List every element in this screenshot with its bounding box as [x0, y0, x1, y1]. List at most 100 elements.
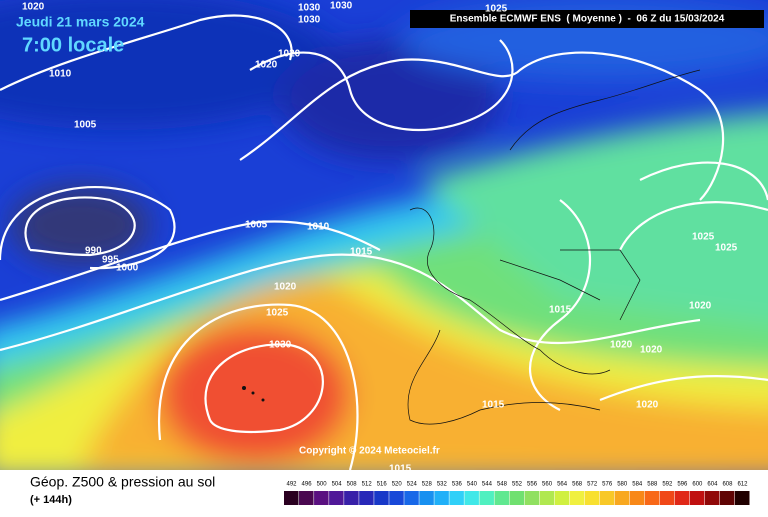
isobar-label: 990: [85, 246, 102, 257]
isobar-label: 1020: [640, 345, 663, 356]
map-field: [0, 0, 768, 470]
scale-label: 496: [302, 482, 313, 488]
scale-swatch: [734, 491, 750, 505]
scale-label: 540: [467, 482, 478, 488]
scale-label: 516: [377, 482, 388, 488]
isobar-label: 1020: [610, 340, 633, 351]
scale-swatch: [329, 491, 344, 505]
coastlines: [407, 69, 701, 425]
isobar-label: 1025: [715, 243, 738, 254]
isobar-label: 1015: [549, 305, 572, 316]
scale-swatch: [629, 491, 645, 505]
scale-label: 600: [692, 482, 703, 488]
scale-swatch: [599, 491, 615, 505]
scale-swatch: [494, 491, 509, 505]
isobar-label: 1025: [692, 232, 715, 243]
lead-time: (+ 144h): [30, 494, 72, 506]
scale-swatch: [704, 491, 720, 505]
isobars: [0, 14, 768, 470]
scale-swatch: [434, 491, 449, 505]
scale-label: 612: [737, 482, 748, 488]
scale-label: 492: [287, 482, 298, 488]
scale-swatch: [509, 491, 525, 505]
scale-swatch: [389, 491, 404, 505]
isobar-label: 1015: [350, 247, 373, 258]
isobar-label: 1010: [49, 69, 72, 80]
scale-swatch: [554, 491, 570, 505]
isobar-label: 1020: [689, 301, 712, 312]
scale-swatch: [374, 491, 389, 505]
local-time: 7:00 locale: [22, 34, 124, 56]
scale-label: 532: [437, 482, 448, 488]
scale-label: 576: [602, 482, 613, 488]
scale-swatch: [314, 491, 329, 505]
isobar-label: 1020: [22, 2, 45, 13]
scale-swatch: [464, 491, 479, 505]
isobar-label: 1005: [74, 120, 97, 131]
scale-label: 556: [527, 482, 538, 488]
scale-swatch: [449, 491, 464, 505]
isobar-label: 1000: [116, 263, 139, 274]
scale-swatch: [719, 491, 735, 505]
scale-swatch: [674, 491, 690, 505]
scale-swatch: [284, 491, 299, 505]
scale-label: 596: [677, 482, 688, 488]
isobar-label: 1020: [636, 400, 659, 411]
scale-swatch: [584, 491, 600, 505]
scale-label: 560: [542, 482, 553, 488]
isobar-label: 1030: [298, 3, 321, 14]
scale-swatch: [344, 491, 359, 505]
isobar-label: 1020: [274, 282, 297, 293]
scale-label: 584: [632, 482, 643, 488]
scale-label: 568: [572, 482, 583, 488]
scale-swatch: [569, 491, 585, 505]
scale-label: 592: [662, 482, 673, 488]
scale-label: 608: [722, 482, 733, 488]
date: Jeudi 21 mars 2024: [16, 14, 145, 30]
scale-label: 528: [422, 482, 433, 488]
copyright: Copyright © 2024 Meteociel.fr: [299, 446, 440, 457]
scale-label: 552: [512, 482, 523, 488]
scale-swatch: [539, 491, 555, 505]
model-info: Ensemble ECMWF ENS ( Moyenne ) - 06 Z du…: [450, 14, 725, 25]
isobar-label: 1010: [307, 222, 330, 233]
scale-label: 572: [587, 482, 598, 488]
isobar-label: 1030: [269, 340, 292, 351]
model-banner: [410, 10, 764, 28]
isobar-label: 1020: [255, 60, 278, 71]
isobar-label: 1025: [266, 308, 289, 319]
footer-title: Géop. Z500 & pression au sol: [30, 474, 215, 490]
scale-swatch: [659, 491, 675, 505]
scale-label: 580: [617, 482, 628, 488]
scale-swatch: [299, 491, 314, 505]
isobar-label: 995: [102, 255, 119, 266]
scale-label: 564: [557, 482, 568, 488]
scale-label: 520: [392, 482, 403, 488]
scale-swatch: [404, 491, 419, 505]
scale-swatch: [614, 491, 630, 505]
scale-label: 604: [707, 482, 718, 488]
scale-label: 512: [362, 482, 373, 488]
scale-label: 500: [317, 482, 328, 488]
isobar-label: 1015: [389, 464, 412, 475]
scale-swatch: [644, 491, 660, 505]
isobar-label: 1030: [330, 1, 353, 12]
scale-label: 544: [482, 482, 493, 488]
scale-swatch: [419, 491, 434, 505]
isobar-label: 1030: [298, 15, 321, 26]
color-scale: 492 496 500 504 508 512 516 520 524 528 532 536 540 5…: [284, 482, 750, 505]
scale-label: 508: [347, 482, 358, 488]
isobar-label: 1015: [482, 400, 505, 411]
isobar-label: 1025: [485, 4, 508, 15]
scale-label: 524: [407, 482, 418, 488]
scale-swatch: [359, 491, 374, 505]
scale-swatch: [524, 491, 540, 505]
scale-swatch: [689, 491, 705, 505]
islands: [242, 386, 265, 402]
scale-label: 504: [332, 482, 343, 488]
isobar-label: 1020: [278, 49, 301, 60]
scale-label: 588: [647, 482, 658, 488]
